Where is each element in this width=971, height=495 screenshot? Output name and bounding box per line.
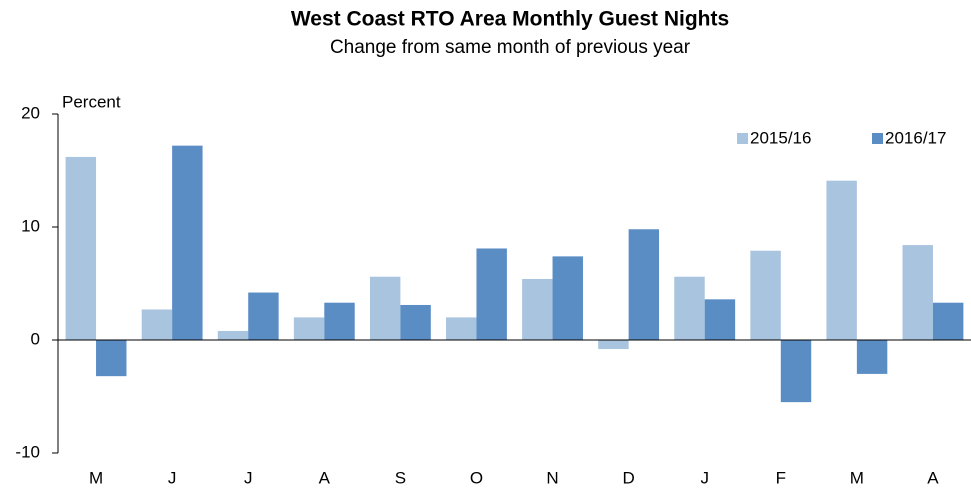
bar xyxy=(446,317,477,340)
y-tick-label: 20 xyxy=(21,103,40,122)
bar xyxy=(172,145,203,340)
bar xyxy=(248,292,279,340)
x-tick-label: D xyxy=(622,468,634,487)
bar xyxy=(141,309,173,340)
x-tick-label: J xyxy=(700,468,709,487)
x-tick-label: F xyxy=(776,468,786,487)
bar xyxy=(826,180,857,340)
chart-subtitle: Change from same month of previous year xyxy=(330,37,691,58)
y-tick-label: -10 xyxy=(15,442,40,461)
bar xyxy=(552,256,583,340)
y-tick-label: 10 xyxy=(21,216,40,235)
bar xyxy=(780,340,812,403)
x-tick-label: A xyxy=(319,468,331,487)
bar xyxy=(674,276,705,340)
bar xyxy=(476,248,507,340)
bar xyxy=(400,304,431,340)
x-tick-label: M xyxy=(850,468,864,487)
bar xyxy=(750,250,781,340)
x-tick-label: A xyxy=(927,468,939,487)
bar xyxy=(704,299,736,340)
y-axis-label: Percent xyxy=(62,92,121,111)
x-tick-label: M xyxy=(89,468,103,487)
x-tick-label: N xyxy=(546,468,558,487)
bar xyxy=(65,156,97,340)
bar xyxy=(293,317,325,340)
chart-title: West Coast RTO Area Monthly Guest Nights xyxy=(291,8,729,31)
bar xyxy=(628,229,660,340)
bar xyxy=(217,330,249,340)
bar xyxy=(598,340,629,350)
bar xyxy=(369,276,401,340)
bar xyxy=(932,302,964,340)
legend-swatch xyxy=(872,133,883,144)
x-tick-label: O xyxy=(470,468,483,487)
bar xyxy=(324,302,355,340)
legend-label: 2015/16 xyxy=(750,128,811,147)
bar xyxy=(522,278,553,340)
legend-label: 2016/17 xyxy=(885,128,946,147)
bar xyxy=(96,340,127,377)
bar xyxy=(902,245,933,340)
legend-swatch xyxy=(737,133,748,144)
x-tick-label: S xyxy=(395,468,406,487)
x-tick-label: J xyxy=(244,468,253,487)
y-tick-label: 0 xyxy=(31,329,40,348)
bar xyxy=(856,340,888,374)
x-tick-label: J xyxy=(168,468,177,487)
